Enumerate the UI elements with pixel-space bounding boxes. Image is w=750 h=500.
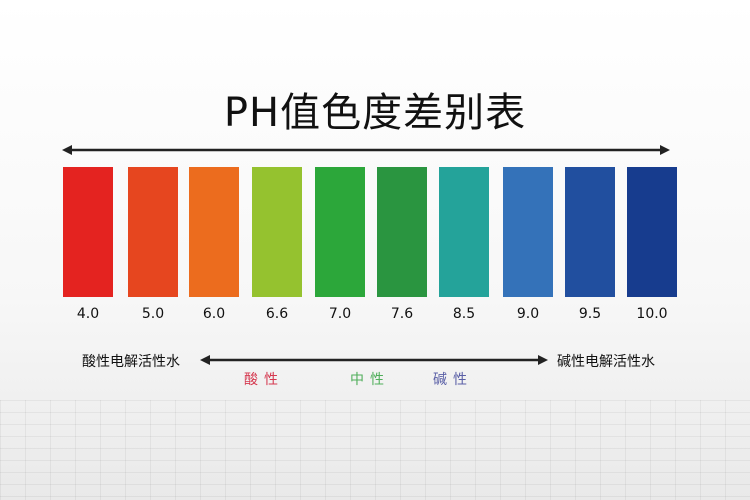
grid-floor [0,400,750,500]
ph-value-label: 9.5 [578,306,602,322]
color-swatch [315,167,365,297]
alkaline-label: 碱性 [433,372,473,388]
ph-value-label: 9.0 [516,306,540,322]
ph-value-label: 6.0 [202,306,226,322]
ph-value-label: 5.0 [141,306,165,322]
ph-value-label: 10.0 [636,306,668,322]
ph-value-label: 7.6 [390,306,414,322]
color-swatch [565,167,615,297]
neutral-label: 中性 [350,372,390,388]
chart-title: PH值色度差别表 [223,90,527,136]
ph-value-label: 4.0 [76,306,100,322]
ph-value-label: 6.6 [265,306,289,322]
acidic-water-label: 酸性电解活性水 [82,354,180,370]
ph-value-label: 8.5 [452,306,476,322]
color-swatch [439,167,489,297]
color-swatch [627,167,677,297]
color-swatch [128,167,178,297]
color-swatch [63,167,113,297]
color-swatch [252,167,302,297]
top-double-arrow [62,145,670,155]
bottom-double-arrow [200,355,548,365]
acidic-label: 酸性 [244,372,284,388]
color-swatch [377,167,427,297]
color-swatch [189,167,239,297]
color-swatch [503,167,553,297]
ph-value-label: 7.0 [328,306,352,322]
alkaline-water-label: 碱性电解活性水 [557,354,655,370]
